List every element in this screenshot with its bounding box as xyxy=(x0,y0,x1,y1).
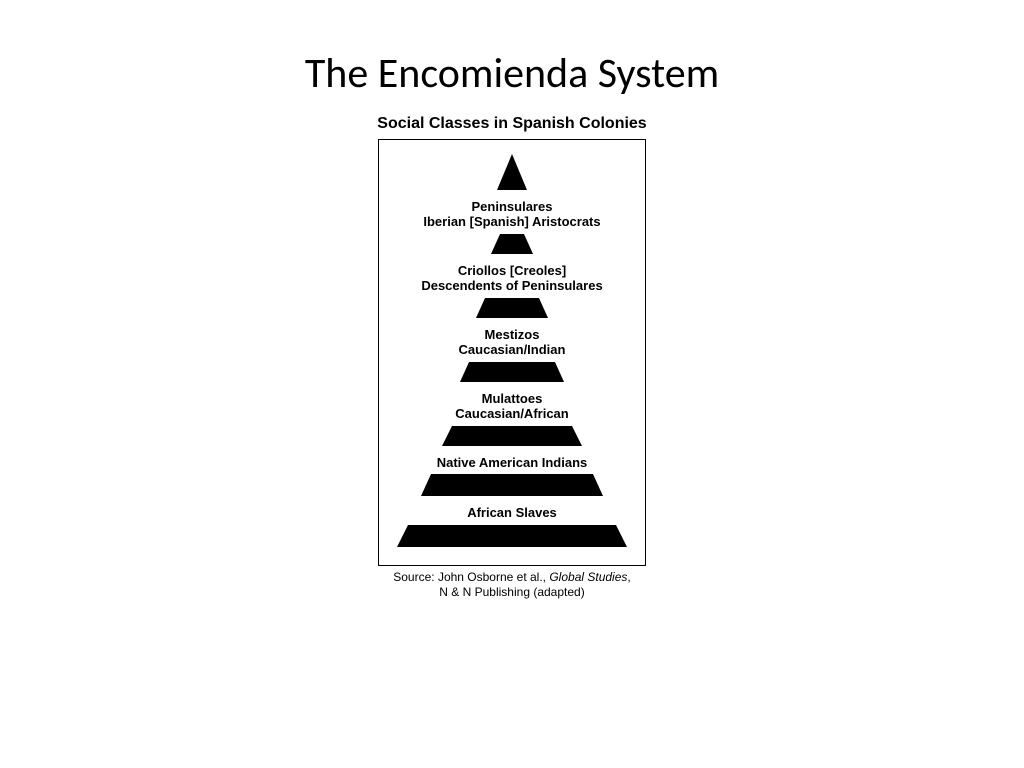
pyramid-level-label: MestizosCaucasian/Indian xyxy=(459,328,566,358)
diagram-title: Social Classes in Spanish Colonies xyxy=(377,115,646,133)
pyramid-band xyxy=(442,426,582,446)
level-label-line2: Caucasian/African xyxy=(455,407,568,422)
level-label-line1: African Slaves xyxy=(467,506,557,521)
pyramid-apex xyxy=(497,154,527,190)
pyramid-band xyxy=(491,234,533,254)
pyramid-level-label: PeninsularesIberian [Spanish] Aristocrat… xyxy=(423,200,600,230)
pyramid-band xyxy=(397,525,627,547)
level-label-line1: Criollos [Creoles] xyxy=(421,264,602,279)
source-line2: N & N Publishing (adapted) xyxy=(439,585,584,599)
pyramid-level-label: Native American Indians xyxy=(437,456,588,471)
level-label-line2: Descendents of Peninsulares xyxy=(421,279,602,294)
source-suffix: , xyxy=(627,570,630,584)
source-citation: Source: John Osborne et al., Global Stud… xyxy=(393,570,630,599)
level-label-line2: Iberian [Spanish] Aristocrats xyxy=(423,215,600,230)
pyramid-band xyxy=(460,362,564,382)
pyramid-band xyxy=(421,474,603,496)
level-label-line1: Peninsulares xyxy=(423,200,600,215)
level-label-line1: Mulattoes xyxy=(455,392,568,407)
pyramid-level-label: African Slaves xyxy=(467,506,557,521)
pyramid-band xyxy=(476,298,548,318)
pyramid-level-label: Criollos [Creoles]Descendents of Peninsu… xyxy=(421,264,602,294)
diagram-container: Social Classes in Spanish Colonies Penin… xyxy=(0,115,1024,599)
page-title: The Encomienda System xyxy=(0,0,1024,115)
level-label-line1: Mestizos xyxy=(459,328,566,343)
level-label-line2: Caucasian/Indian xyxy=(459,343,566,358)
level-label-line1: Native American Indians xyxy=(437,456,588,471)
source-italic: Global Studies xyxy=(549,570,627,584)
pyramid-box: PeninsularesIberian [Spanish] Aristocrat… xyxy=(378,139,646,566)
source-prefix: Source: John Osborne et al., xyxy=(393,570,549,584)
pyramid-level-label: MulattoesCaucasian/African xyxy=(455,392,568,422)
pyramid-levels: PeninsularesIberian [Spanish] Aristocrat… xyxy=(397,198,627,555)
